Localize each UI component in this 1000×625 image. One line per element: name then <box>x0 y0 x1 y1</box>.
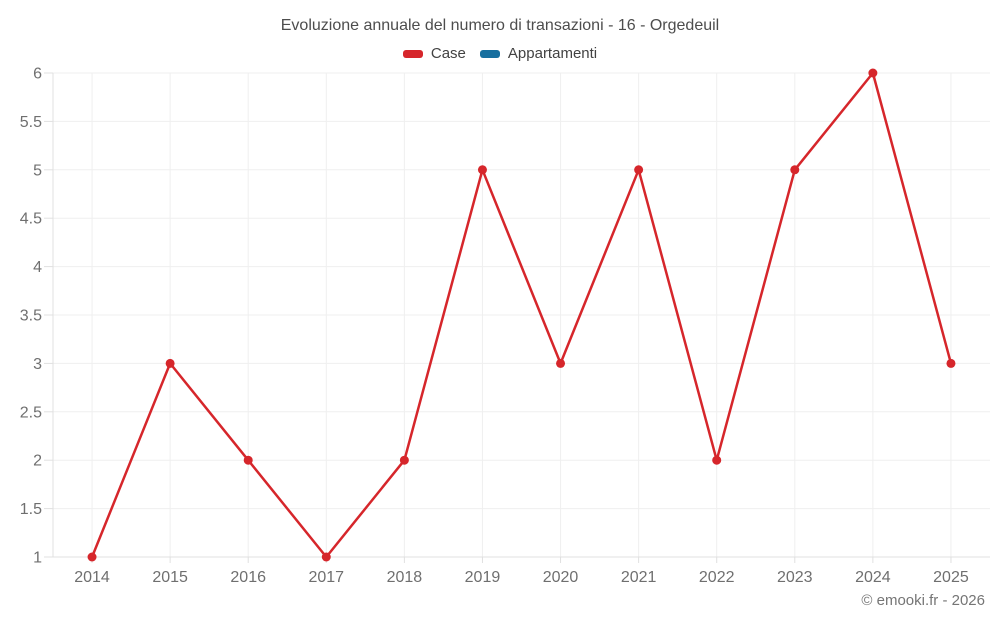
data-point <box>790 165 800 175</box>
data-point <box>634 165 644 175</box>
data-point <box>556 358 566 368</box>
x-axis-label: 2020 <box>543 569 579 586</box>
y-axis-label: 2.5 <box>20 404 42 421</box>
data-point <box>399 455 409 465</box>
data-point <box>477 165 487 175</box>
chart-legend: Case Appartamenti <box>0 45 1000 62</box>
y-axis-label: 5.5 <box>20 114 42 131</box>
x-axis-label: 2018 <box>387 569 423 586</box>
data-point <box>165 358 175 368</box>
data-point <box>243 455 253 465</box>
x-axis-label: 2019 <box>465 569 501 586</box>
legend-swatch-appartamenti <box>479 49 500 58</box>
x-axis-label: 2021 <box>621 569 657 586</box>
x-axis-label: 2016 <box>230 569 266 586</box>
credit-link[interactable]: © emooki.fr - 2026 <box>861 592 985 609</box>
data-point <box>712 455 722 465</box>
legend-item-appartamenti[interactable]: Appartamenti <box>479 45 598 62</box>
x-axis-label: 2017 <box>308 569 344 586</box>
data-point <box>87 552 97 562</box>
y-axis-label: 1.5 <box>20 501 42 518</box>
legend-label-case: Case <box>430 45 466 62</box>
y-axis-label: 2 <box>33 453 42 470</box>
y-axis-label: 6 <box>33 66 42 83</box>
x-axis-label: 2022 <box>699 569 735 586</box>
y-axis-label: 3 <box>33 356 42 373</box>
data-point <box>321 552 331 562</box>
y-axis-label: 3.5 <box>20 308 42 325</box>
y-axis-label: 5 <box>33 162 42 179</box>
legend-item-case[interactable]: Case <box>402 45 466 62</box>
chart-title: Evoluzione annuale del numero di transaz… <box>280 17 720 34</box>
y-axis-label: 4.5 <box>20 211 42 228</box>
x-axis-label: 2025 <box>933 569 969 586</box>
x-axis-label: 2015 <box>152 569 188 586</box>
y-axis-label: 4 <box>33 259 42 276</box>
x-axis-label: 2023 <box>777 569 813 586</box>
y-axis-label: 1 <box>33 550 42 567</box>
legend-label-appartamenti: Appartamenti <box>507 45 598 62</box>
series-line-case <box>90 71 953 559</box>
data-point <box>946 358 956 368</box>
data-point <box>868 68 878 78</box>
x-axis-label: 2024 <box>855 569 891 586</box>
legend-swatch-case <box>402 49 423 58</box>
x-axis-label: 2014 <box>74 569 110 586</box>
